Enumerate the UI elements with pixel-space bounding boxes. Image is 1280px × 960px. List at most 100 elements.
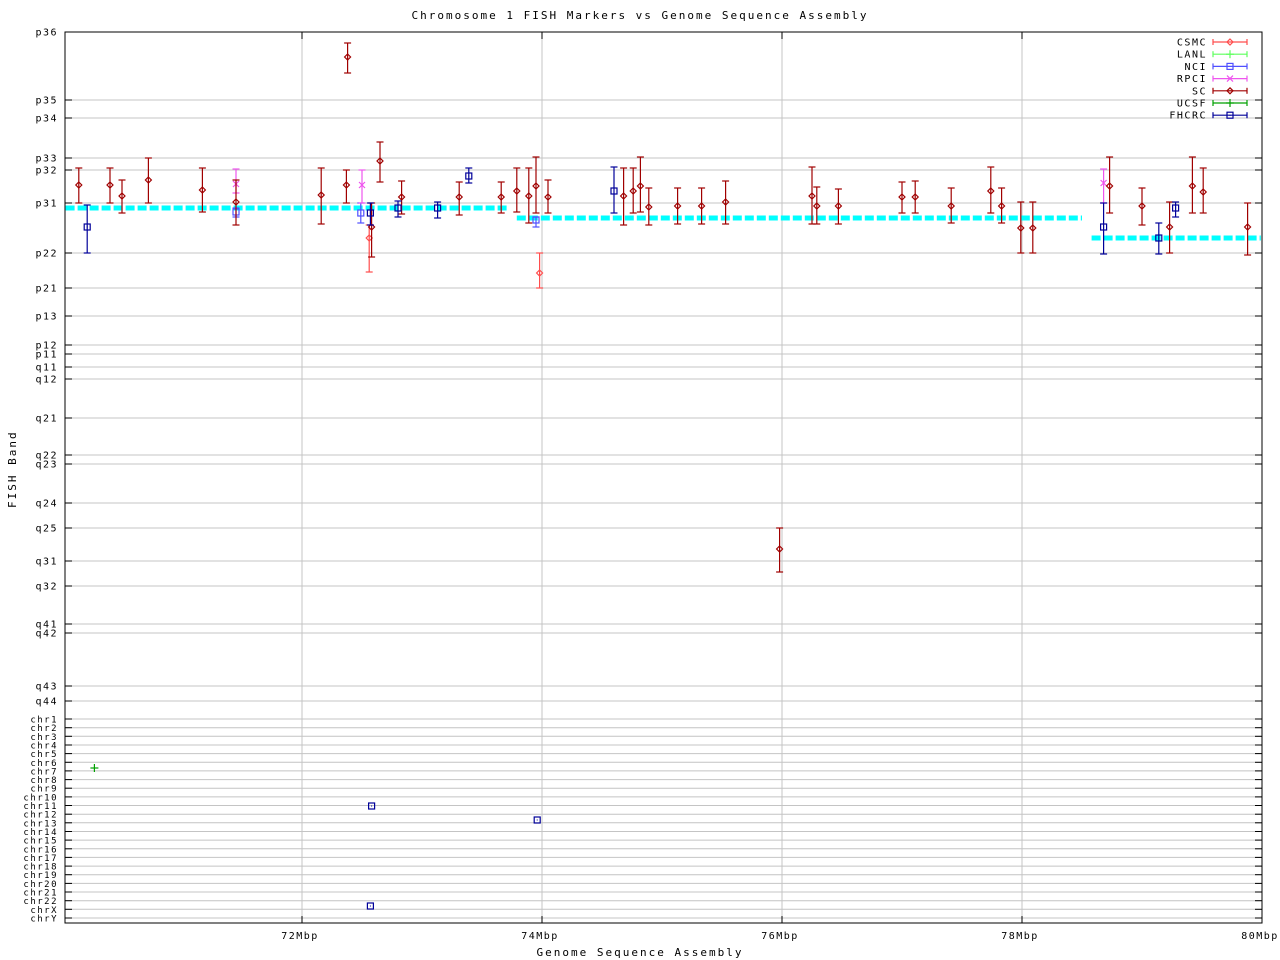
sc-marker xyxy=(397,193,406,201)
y-band-label: p11 xyxy=(35,350,58,361)
legend-marker xyxy=(1226,111,1234,119)
sc-marker xyxy=(1028,224,1037,232)
legend-marker xyxy=(1226,62,1234,71)
y-band-label: chr1 xyxy=(30,716,58,726)
legend-label: UCSF xyxy=(1177,99,1207,110)
y-band-label: chr7 xyxy=(30,767,58,777)
plot-border xyxy=(64,31,1263,924)
sc-marker xyxy=(673,202,682,210)
sc-marker xyxy=(911,193,920,201)
y-band-label: q11 xyxy=(35,363,58,374)
y-band-label: q44 xyxy=(35,697,58,708)
fhcrc-marker xyxy=(1099,223,1108,231)
y-band-label: chr2 xyxy=(30,724,58,734)
legend-label: CSMC xyxy=(1177,38,1207,49)
sc-marker xyxy=(74,181,83,189)
y-band-label: chr3 xyxy=(30,733,58,743)
y-band-label: q32 xyxy=(35,582,58,593)
y-band-label: q23 xyxy=(35,460,58,471)
sc-marker xyxy=(343,53,352,61)
sc-marker xyxy=(1188,182,1197,190)
rpci-marker xyxy=(358,181,366,189)
fhcrc-marker xyxy=(366,902,374,910)
y-band-label: q12 xyxy=(35,375,58,386)
sc-marker xyxy=(144,176,153,184)
sc-marker xyxy=(512,187,521,195)
sc-marker xyxy=(1199,188,1208,196)
legend-label: FHCRC xyxy=(1169,111,1207,122)
sc-marker xyxy=(524,192,533,200)
sc-marker xyxy=(812,202,821,210)
y-band-label: p32 xyxy=(35,166,58,177)
legend-label: LANL xyxy=(1177,50,1207,61)
sc-marker xyxy=(986,187,995,195)
y-band-label: chr9 xyxy=(30,785,58,795)
y-band-label: chr10 xyxy=(23,793,58,803)
y-band-label: chr12 xyxy=(23,811,58,821)
legend-marker xyxy=(1226,86,1234,95)
x-tick-label: 78Mbp xyxy=(1001,931,1039,942)
legend-label: NCI xyxy=(1184,62,1207,73)
y-band-label: p22 xyxy=(35,249,58,260)
y-band-label: chr6 xyxy=(30,759,58,769)
fhcrc-marker xyxy=(434,204,442,212)
y-band-label: q21 xyxy=(35,414,58,425)
y-band-label: q41 xyxy=(35,620,58,631)
sc-marker xyxy=(497,193,506,201)
sc-marker xyxy=(1138,202,1146,210)
sc-marker xyxy=(619,192,628,200)
fhcrc-marker xyxy=(366,209,374,217)
y-band-label: q25 xyxy=(35,524,58,535)
y-band-label: chr19 xyxy=(23,871,58,881)
y-band-label: p36 xyxy=(35,28,58,39)
sc-marker xyxy=(644,203,653,211)
sc-marker xyxy=(342,181,351,189)
legend-marker xyxy=(1226,75,1234,83)
y-band-label: chr22 xyxy=(23,897,58,907)
y-band-label: chr5 xyxy=(30,750,58,760)
sc-marker xyxy=(198,186,207,194)
nci-marker xyxy=(357,209,365,217)
sc-marker xyxy=(1165,223,1174,231)
csmc-marker xyxy=(535,269,544,277)
y-band-label: chr8 xyxy=(30,776,58,786)
chart-title: Chromosome 1 FISH Markers vs Genome Sequ… xyxy=(411,9,869,22)
fhcrc-marker xyxy=(533,816,541,824)
y-band-label: chrY xyxy=(30,915,58,925)
legend-entry-fhcrc: FHCRC xyxy=(1169,111,1248,122)
nci-marker xyxy=(532,216,540,224)
y-band-label: q31 xyxy=(35,557,58,568)
y-band-label: p31 xyxy=(35,199,58,210)
y-band-label: chr20 xyxy=(23,880,58,890)
sc-marker xyxy=(636,182,645,190)
legend-label: RPCI xyxy=(1177,74,1207,85)
fhcrc-marker xyxy=(1171,204,1180,212)
y-band-label: chrX xyxy=(30,906,58,916)
y-band-label: chr18 xyxy=(23,863,58,873)
legend-label: SC xyxy=(1192,86,1207,97)
sc-marker xyxy=(1243,223,1252,231)
y-band-label: chr13 xyxy=(23,819,58,829)
x-tick-label: 72Mbp xyxy=(281,931,319,942)
y-band-label: p12 xyxy=(35,341,58,352)
x-tick-label: 76Mbp xyxy=(761,931,799,942)
sc-marker xyxy=(106,181,114,189)
y-band-label: p21 xyxy=(35,284,58,295)
sc-marker xyxy=(532,182,540,190)
legend-entry-rpci: RPCI xyxy=(1177,74,1248,85)
sc-marker xyxy=(721,198,730,206)
y-band-label: q24 xyxy=(35,499,58,510)
y-band-label: p33 xyxy=(35,154,58,165)
sc-marker xyxy=(834,202,843,210)
sc-marker xyxy=(232,198,240,206)
sc-marker xyxy=(317,191,326,199)
x-tick-label: 80Mbp xyxy=(1241,931,1279,942)
sc-marker xyxy=(629,187,638,195)
legend-entry-csmc: CSMC xyxy=(1177,38,1248,49)
fhcrc-marker xyxy=(368,802,376,810)
sc-marker xyxy=(775,545,784,553)
y-band-label: q43 xyxy=(35,682,58,693)
y-band-label: chr16 xyxy=(23,845,58,855)
sc-marker xyxy=(997,202,1006,210)
